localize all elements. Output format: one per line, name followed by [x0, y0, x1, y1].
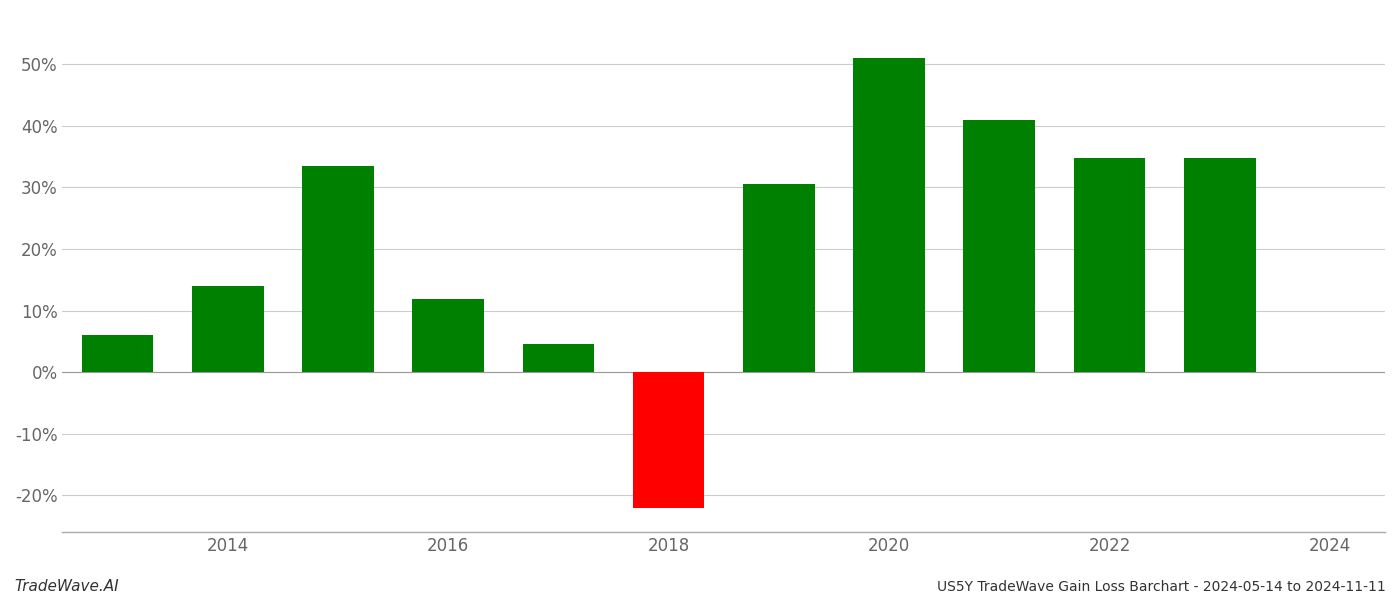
Bar — [853, 58, 925, 372]
Bar — [963, 119, 1035, 372]
Bar — [81, 335, 154, 372]
Bar — [302, 166, 374, 372]
Bar — [522, 344, 594, 372]
Text: TradeWave.AI: TradeWave.AI — [14, 579, 119, 594]
Bar — [413, 299, 484, 372]
Bar — [633, 372, 704, 508]
Bar — [1074, 158, 1145, 372]
Bar — [1184, 158, 1256, 372]
Bar — [743, 184, 815, 372]
Bar — [192, 286, 263, 372]
Text: US5Y TradeWave Gain Loss Barchart - 2024-05-14 to 2024-11-11: US5Y TradeWave Gain Loss Barchart - 2024… — [937, 580, 1386, 594]
